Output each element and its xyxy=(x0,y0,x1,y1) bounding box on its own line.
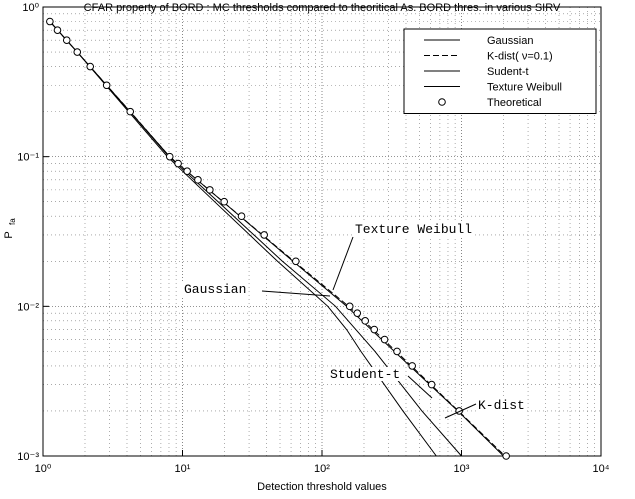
y-tick-label: 10⁰ xyxy=(22,2,39,14)
data-point xyxy=(102,81,111,90)
annotation-leader xyxy=(332,236,354,291)
legend-label: K-dist( ν=0.1) xyxy=(487,51,553,63)
data-point xyxy=(46,17,54,26)
data-point xyxy=(126,107,135,116)
y-tick-label: 10⁻² xyxy=(17,301,39,313)
y-axis-label-group: P fa xyxy=(3,218,17,239)
data-point xyxy=(86,62,95,71)
data-point xyxy=(220,197,228,206)
data-point xyxy=(361,317,369,325)
x-tick-label: 10² xyxy=(314,463,330,475)
data-point xyxy=(174,159,182,168)
y-axis-label: P xyxy=(3,231,15,238)
data-point xyxy=(353,309,362,317)
data-point xyxy=(292,257,300,266)
annotation-bg xyxy=(353,222,474,236)
annotation-leader xyxy=(407,375,433,399)
annotation-bg xyxy=(476,398,527,412)
data-point xyxy=(206,186,214,194)
legend-label: Theoretical xyxy=(487,97,541,109)
annotation-bg xyxy=(328,367,403,381)
y-tick-label: 10⁻¹ xyxy=(17,152,39,164)
annotation-leader xyxy=(261,290,331,297)
data-point xyxy=(427,380,436,389)
data-point xyxy=(408,362,416,370)
annotation: Gaussian xyxy=(184,282,246,297)
annotation: K-dist xyxy=(478,398,525,413)
data-point xyxy=(380,335,389,344)
x-tick-label: 10⁰ xyxy=(35,463,52,475)
annotation: Texture Weibull xyxy=(355,222,472,237)
x-tick-label: 10⁴ xyxy=(593,463,610,475)
x-tick-label: 10¹ xyxy=(175,463,191,475)
data-point xyxy=(237,212,246,221)
data-point xyxy=(183,167,191,175)
legend-marker xyxy=(438,98,446,106)
annotation-leader xyxy=(444,403,477,419)
annotation-bg xyxy=(182,282,249,296)
x-tick-label: 10³ xyxy=(454,463,470,475)
data-point xyxy=(260,231,268,239)
data-point xyxy=(73,48,82,56)
x-axis-label: Detection threshold values xyxy=(257,481,387,493)
legend-label: Sudent-t xyxy=(487,66,529,78)
data-point xyxy=(194,176,202,184)
data-point xyxy=(502,452,510,460)
series-line xyxy=(49,21,506,457)
annotation: Student-t xyxy=(330,367,400,382)
legend-label: Gaussian xyxy=(487,35,533,47)
data-point xyxy=(165,152,174,161)
data-point xyxy=(345,302,354,311)
chart-title: CFAR property of BORD : MC thresholds co… xyxy=(84,2,561,14)
data-point xyxy=(62,36,71,45)
series-line xyxy=(49,21,504,457)
plot-frame xyxy=(42,6,602,457)
legend-label: Texture Weibull xyxy=(487,82,562,94)
data-point xyxy=(393,347,401,356)
y-tick-label: 10⁻³ xyxy=(17,451,39,463)
data-point xyxy=(53,26,62,34)
data-point xyxy=(370,325,379,334)
y-axis-label-sub: fa xyxy=(8,218,17,225)
